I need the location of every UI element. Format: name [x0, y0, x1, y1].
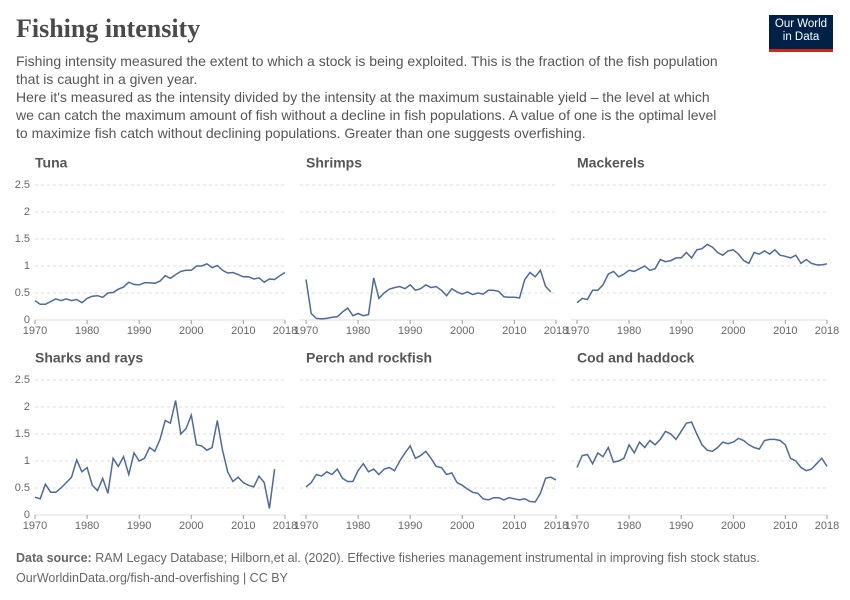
x-tick-label: 2000: [450, 520, 474, 532]
x-tick-label: 2000: [179, 325, 203, 337]
y-tick-label: 1.5: [15, 428, 30, 440]
x-tick-label: 2010: [502, 325, 526, 337]
panel-title: Mackerels: [577, 155, 645, 171]
panel-title: Sharks and rays: [35, 350, 143, 366]
source-label: Data source:: [16, 551, 92, 565]
x-tick-label: 2000: [721, 520, 745, 532]
panel-title: Shrimps: [306, 155, 362, 171]
y-tick-label: 0.5: [15, 287, 30, 299]
panel-title: Tuna: [35, 155, 68, 171]
source: Data source: RAM Legacy Database; Hilbor…: [16, 548, 760, 568]
x-tick-label: 2018: [544, 520, 568, 532]
x-tick-label: 2000: [450, 325, 474, 337]
footer: Data source: RAM Legacy Database; Hilbor…: [16, 548, 760, 588]
logo-text: in Data: [782, 31, 820, 43]
y-tick-label: 0: [24, 509, 30, 521]
subtitle-line: Here it's measured as the intensity divi…: [16, 89, 717, 141]
url[interactable]: OurWorldinData.org/fish-and-overfishing …: [16, 571, 288, 585]
panel-title: Cod and haddock: [577, 350, 695, 366]
x-tick-label: 2018: [544, 325, 568, 337]
y-tick-label: 2: [24, 206, 30, 218]
series-line: [34, 400, 276, 509]
x-tick-label: 1980: [346, 520, 370, 532]
x-tick-label: 2000: [179, 520, 203, 532]
x-tick-label: 1970: [565, 520, 589, 532]
x-tick-label: 1990: [669, 520, 693, 532]
subtitle: Fishing intensity measured the extent to…: [16, 52, 726, 142]
y-tick-label: 2.5: [15, 179, 30, 191]
x-tick-label: 1970: [565, 325, 589, 337]
y-tick-label: 2.5: [15, 374, 30, 386]
series-line: [576, 243, 828, 304]
x-tick-label: 1990: [398, 520, 422, 532]
panel-title: Perch and rockfish: [306, 350, 432, 366]
x-tick-label: 2018: [815, 520, 839, 532]
y-tick-label: 2: [24, 401, 30, 413]
x-tick-label: 1980: [75, 325, 99, 337]
x-tick-label: 1970: [23, 325, 47, 337]
subtitle-line: Fishing intensity measured the extent to…: [16, 53, 718, 87]
y-tick-label: 1: [24, 260, 30, 272]
x-tick-label: 2018: [815, 325, 839, 337]
x-tick-label: 2018: [273, 520, 297, 532]
x-tick-label: 2010: [231, 325, 255, 337]
x-tick-label: 2010: [502, 520, 526, 532]
y-tick-label: 0: [24, 314, 30, 326]
x-tick-label: 1980: [617, 520, 641, 532]
x-tick-label: 1970: [294, 520, 318, 532]
y-tick-label: 1.5: [15, 233, 30, 245]
x-tick-label: 1980: [617, 325, 641, 337]
x-tick-label: 1990: [127, 520, 151, 532]
x-tick-label: 2010: [773, 520, 797, 532]
y-tick-label: 1: [24, 455, 30, 467]
x-tick-label: 1970: [23, 520, 47, 532]
source-text: RAM Legacy Database; Hilborn,et al. (202…: [95, 551, 760, 565]
series-line: [305, 268, 552, 320]
series-line: [576, 421, 828, 472]
x-tick-label: 1990: [669, 325, 693, 337]
x-tick-label: 1980: [346, 325, 370, 337]
x-tick-label: 2010: [231, 520, 255, 532]
logo[interactable]: Our World in Data: [769, 15, 833, 52]
x-tick-label: 2018: [273, 325, 297, 337]
charts: Tuna 0 0.5 1 1.5 2 2.5 1970 1980 1990 2000 2010 2018…: [15, 155, 840, 532]
logo-text: Our World: [774, 18, 828, 30]
x-tick-label: 1990: [127, 325, 151, 337]
x-tick-label: 1990: [398, 325, 422, 337]
x-tick-label: 1970: [294, 325, 318, 337]
x-tick-label: 2010: [773, 325, 797, 337]
x-tick-label: 1980: [75, 520, 99, 532]
title: Fishing intensity: [16, 14, 201, 43]
series-line: [34, 262, 286, 306]
x-tick-label: 2000: [721, 325, 745, 337]
series-line: [305, 444, 557, 503]
y-tick-label: 0.5: [15, 482, 30, 494]
